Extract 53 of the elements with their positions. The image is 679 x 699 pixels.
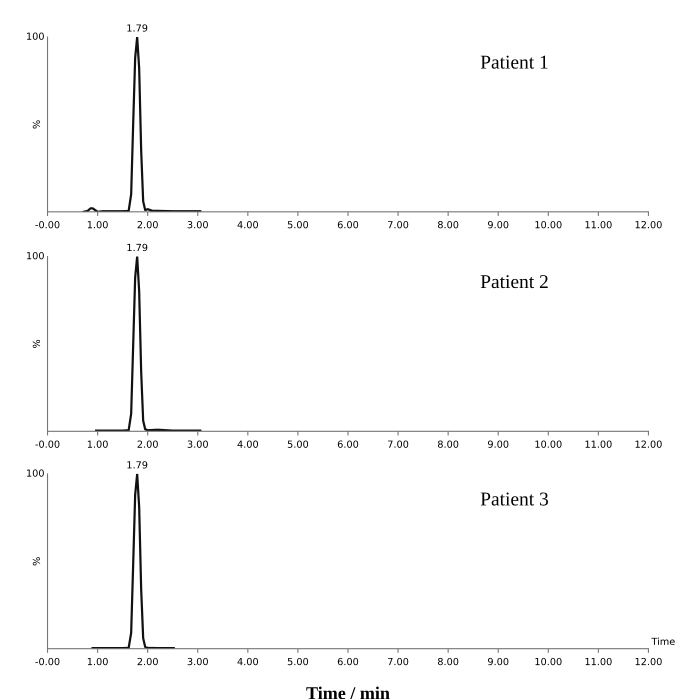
x-tick-label: 2.00	[138, 440, 158, 448]
x-tick-label: 5.00	[288, 220, 308, 228]
x-tick-label: 12.00	[636, 658, 662, 666]
x-tick-label: 7.00	[388, 440, 408, 448]
x-tick-label: -0.00	[35, 220, 60, 228]
x-tick-label: 10.00	[535, 658, 562, 666]
y-axis-title: %	[32, 120, 40, 129]
x-tick-label: 9.00	[488, 440, 508, 448]
x-tick-label: 11.00	[586, 658, 612, 666]
x-tick-label: 10.00	[535, 220, 562, 228]
annotation: Patient 1	[480, 56, 548, 69]
x-tick-label: 11.00	[586, 440, 612, 448]
text: 1.79	[127, 24, 148, 32]
x-tick-label: 12.00	[636, 440, 662, 448]
text: 1.79	[127, 244, 148, 252]
y-axis-title: %	[32, 340, 40, 348]
x-tick-label: 5.00	[288, 440, 308, 448]
x-tick-label: 4.00	[237, 440, 258, 448]
x-axis-title: Time / min	[306, 686, 390, 699]
x-tick-label: 3.00	[188, 220, 208, 228]
x-tick-label: 8.00	[438, 440, 458, 448]
x-tick-label: 2.00	[138, 220, 158, 228]
text: 100	[27, 469, 44, 477]
annotation: Patient 3	[480, 492, 548, 506]
x-tick-label: 3.00	[188, 440, 208, 448]
x-tick-label: 8.00	[438, 220, 458, 228]
x-tick-label: 12.00	[636, 220, 662, 228]
x-tick-label: 1.00	[88, 440, 108, 448]
x-tick-label: 9.00	[488, 658, 508, 666]
x-tick-label: 6.00	[338, 220, 358, 228]
x-tick-label: 4.00	[237, 658, 258, 666]
text: 1.79	[127, 461, 148, 469]
x-tick-label: 5.00	[288, 658, 308, 666]
x-tick-label: 9.00	[488, 220, 508, 228]
annotation: Patient 2	[480, 275, 548, 288]
x-tick-label: 4.00	[237, 220, 258, 228]
text: Time	[651, 638, 675, 646]
x-tick-label: 7.00	[388, 220, 408, 228]
x-tick-label: 10.00	[535, 440, 562, 448]
text: 100	[27, 32, 44, 40]
x-tick-label: 6.00	[338, 658, 358, 666]
text: 100	[27, 252, 44, 260]
x-tick-label: 2.00	[138, 658, 158, 666]
x-tick-label: 1.00	[88, 220, 108, 228]
x-tick-label: 8.00	[438, 658, 458, 666]
x-tick-label: 3.00	[188, 658, 208, 666]
x-tick-label: 11.00	[586, 220, 612, 228]
x-tick-label: 7.00	[388, 658, 408, 666]
x-tick-label: 1.00	[88, 658, 108, 666]
x-tick-label: -0.00	[35, 658, 60, 666]
x-tick-label: -0.00	[35, 440, 60, 448]
y-axis-title: %	[32, 557, 40, 566]
x-tick-label: 6.00	[338, 440, 358, 448]
